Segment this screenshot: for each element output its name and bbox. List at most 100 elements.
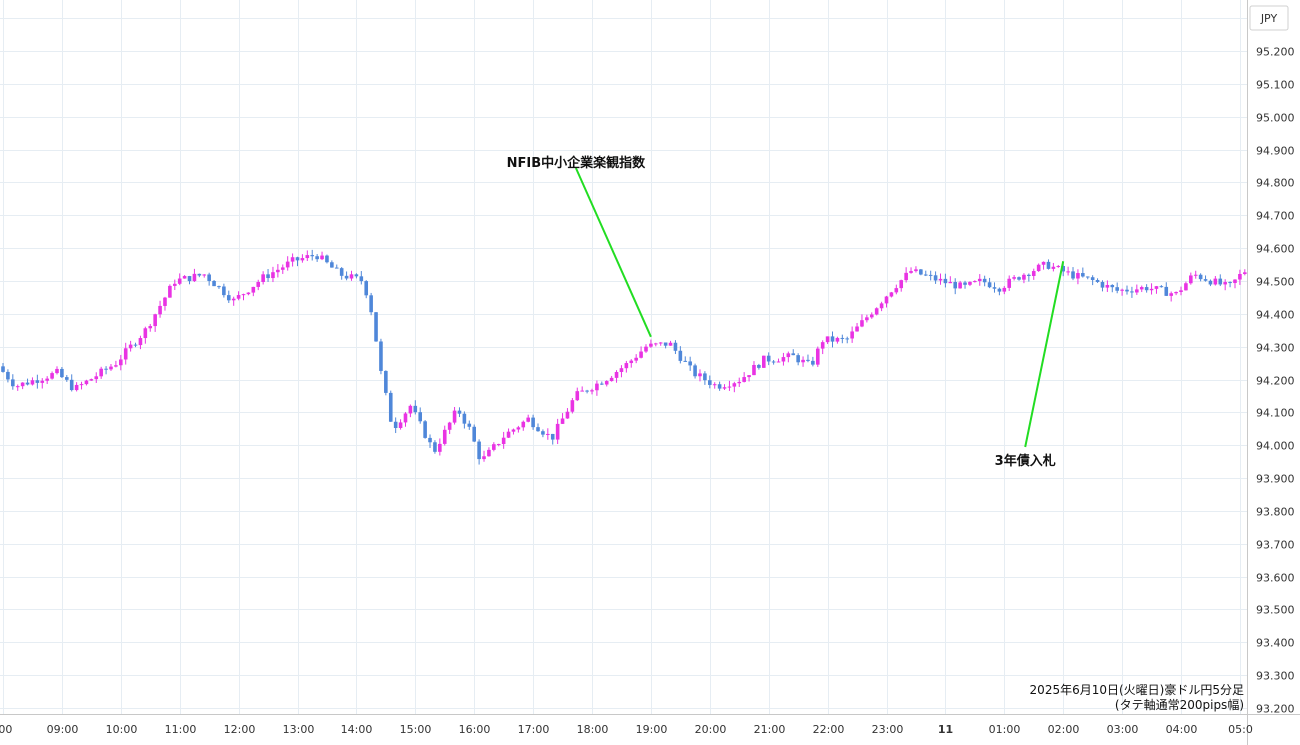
y-tick-label: 94.900 bbox=[1256, 145, 1295, 158]
candle bbox=[1, 363, 5, 373]
candle bbox=[388, 390, 393, 422]
candle bbox=[977, 274, 982, 286]
candle bbox=[943, 273, 948, 288]
candle bbox=[1081, 267, 1085, 278]
candle bbox=[119, 354, 123, 371]
candle bbox=[1233, 279, 1237, 289]
candle bbox=[6, 369, 10, 383]
y-tick-label: 93.900 bbox=[1256, 473, 1295, 486]
candle bbox=[50, 371, 54, 380]
candle bbox=[334, 264, 339, 269]
candle bbox=[904, 267, 908, 283]
candle bbox=[99, 366, 103, 379]
candle bbox=[1046, 259, 1051, 270]
candle bbox=[590, 388, 594, 395]
candle bbox=[938, 273, 943, 285]
candle bbox=[128, 340, 133, 352]
candle bbox=[374, 312, 378, 342]
candle bbox=[973, 280, 977, 283]
candle bbox=[1002, 286, 1007, 295]
candle bbox=[1208, 279, 1213, 287]
candle bbox=[1071, 267, 1075, 281]
candle bbox=[45, 376, 49, 384]
candle bbox=[447, 421, 452, 435]
x-tick-label: 17:00 bbox=[518, 723, 550, 736]
y-tick-label: 94.700 bbox=[1256, 210, 1295, 223]
candle bbox=[644, 344, 648, 353]
candle bbox=[457, 407, 462, 418]
x-tick-label: 13:00 bbox=[283, 723, 315, 736]
x-tick-label: 14:00 bbox=[341, 723, 373, 736]
candle bbox=[15, 384, 20, 391]
candle bbox=[295, 256, 300, 267]
candle bbox=[364, 280, 369, 299]
candle bbox=[89, 378, 94, 381]
candle bbox=[663, 342, 668, 349]
candle bbox=[241, 293, 246, 301]
candle bbox=[619, 365, 624, 378]
candle bbox=[786, 351, 791, 363]
candle bbox=[153, 313, 157, 332]
candle bbox=[1144, 284, 1149, 293]
candle bbox=[285, 256, 290, 271]
x-tick-label: 11 bbox=[938, 723, 953, 736]
candle bbox=[187, 275, 192, 285]
candle bbox=[501, 431, 506, 449]
candle bbox=[649, 339, 653, 348]
candle bbox=[1007, 275, 1012, 291]
candle bbox=[1174, 291, 1178, 296]
y-tick-label: 94.400 bbox=[1256, 309, 1295, 322]
y-tick-label: 95.000 bbox=[1256, 112, 1295, 125]
candle bbox=[609, 375, 614, 382]
x-tick-label: 18:00 bbox=[577, 723, 609, 736]
candle bbox=[69, 374, 74, 392]
candle bbox=[953, 278, 958, 295]
candle bbox=[766, 352, 771, 366]
candle bbox=[1027, 273, 1031, 282]
y-tick-label: 94.500 bbox=[1256, 276, 1295, 289]
candle bbox=[35, 374, 40, 389]
x-tick-label: 09:00 bbox=[47, 723, 79, 736]
grid bbox=[0, 0, 1247, 714]
candle bbox=[1100, 280, 1105, 292]
candle bbox=[339, 267, 344, 280]
candle bbox=[884, 295, 889, 308]
candle bbox=[482, 450, 486, 462]
candle bbox=[840, 334, 845, 344]
candle bbox=[1238, 269, 1242, 285]
candle bbox=[109, 364, 113, 371]
x-tick-label: 15:00 bbox=[400, 723, 432, 736]
candle bbox=[585, 389, 589, 394]
candle bbox=[1218, 274, 1223, 287]
y-tick-label: 93.800 bbox=[1256, 506, 1295, 519]
candle bbox=[487, 447, 491, 457]
candle bbox=[369, 292, 373, 316]
candle bbox=[668, 340, 673, 346]
candle bbox=[133, 342, 138, 348]
candle bbox=[359, 271, 364, 285]
x-tick-label: 21:00 bbox=[754, 723, 786, 736]
candle bbox=[1203, 275, 1208, 282]
candle bbox=[472, 424, 476, 443]
candle bbox=[727, 380, 732, 391]
candle bbox=[737, 377, 742, 387]
candle bbox=[1095, 278, 1100, 283]
candle bbox=[1110, 284, 1115, 293]
candles bbox=[1, 249, 1247, 465]
candle bbox=[1223, 279, 1227, 291]
footer-line-1: 2025年6月10日(火曜日)豪ドル円5分足 bbox=[1030, 682, 1244, 697]
candle bbox=[703, 371, 707, 385]
candle bbox=[30, 377, 35, 386]
currency-label: JPY bbox=[1260, 12, 1278, 25]
candle bbox=[1031, 268, 1036, 280]
candle bbox=[546, 428, 550, 440]
candle bbox=[968, 281, 972, 287]
candle bbox=[1228, 281, 1232, 288]
candle bbox=[693, 363, 697, 379]
candle bbox=[114, 360, 118, 368]
x-tick-label: 10:00 bbox=[106, 723, 138, 736]
candle bbox=[467, 420, 472, 430]
